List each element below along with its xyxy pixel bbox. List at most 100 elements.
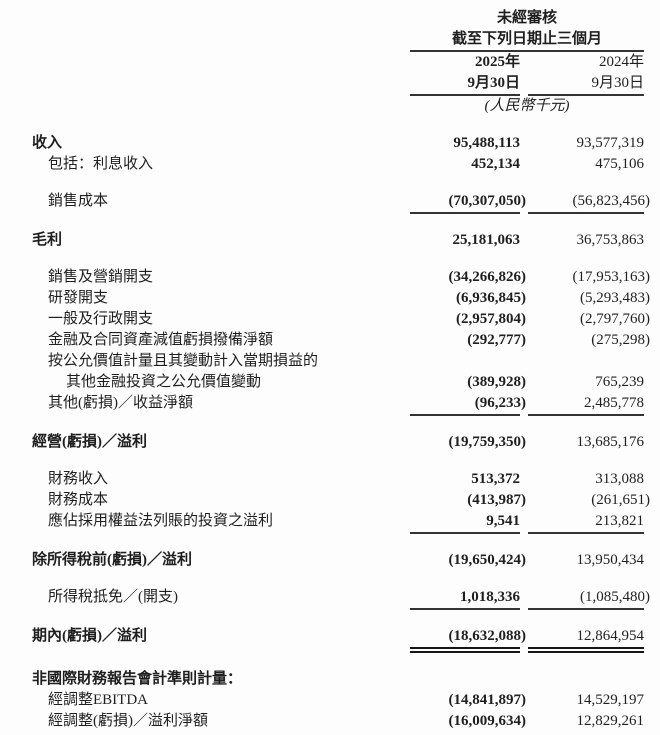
currency-unit-note: (人民幣千元)	[484, 98, 570, 114]
row-label: 銷售成本	[48, 193, 109, 209]
value-2025: (413,987)	[410, 490, 526, 511]
table-row: 研發開支 (6,936,845) (5,293,483)	[0, 288, 660, 309]
value-2024-text: (1,085,480)	[580, 589, 651, 605]
column-year-2025: 2025年	[474, 54, 520, 70]
header-row-unaudited: 未經審核	[0, 8, 660, 29]
value-2025: 513,372	[410, 469, 520, 490]
value-2024: (1,085,480)	[528, 587, 650, 610]
period-label: 截至下列日期止三個月	[410, 29, 645, 52]
unaudited-label: 未經審核	[497, 10, 558, 26]
statement-body: 收入 95,488,113 93,577,319 包括：利息收入 452,134 475,…	[0, 117, 660, 732]
value-2024: 313,088	[528, 469, 644, 490]
table-row: 財務收入 513,372 313,088	[0, 469, 660, 490]
value-2025-text: 513,372	[471, 471, 520, 487]
spacer-row	[0, 251, 660, 267]
table-row: 毛利 25,181,063 36,753,863	[0, 230, 660, 251]
value-2025-text: 9,541	[486, 513, 520, 529]
value-2024-text: (261,651)	[591, 492, 651, 508]
value-2024: 12,864,954	[528, 626, 645, 653]
value-2024	[528, 669, 644, 690]
spacer-row	[0, 609, 660, 626]
row-label: 除所得稅前(虧損)／溢利	[32, 552, 192, 568]
value-2024: (17,953,163)	[528, 267, 651, 288]
column-date-2025: 9月30日	[410, 73, 520, 96]
value-2025: (14,841,897)	[410, 690, 527, 711]
right-margin	[644, 669, 660, 690]
table-row: 銷售成本 (70,307,050) (56,823,456)	[0, 191, 660, 214]
value-2025-text: (292,777)	[467, 332, 526, 348]
row-label: 金融及合同資產減值虧損撥備淨額	[48, 332, 274, 348]
column-gap	[520, 230, 528, 251]
table-row: 金融及合同資產減值虧損撥備淨額 (292,777) (275,298)	[0, 330, 660, 351]
table-row: 所得稅抵免／(開支) 1,018,336 (1,085,480)	[0, 587, 660, 610]
header-row-years: 2025年 2024年	[0, 51, 660, 73]
value-2025: 9,541	[410, 511, 520, 534]
header-row-period: 截至下列日期止三個月	[0, 29, 660, 52]
right-margin	[644, 133, 660, 154]
value-2024-text: 213,821	[595, 513, 645, 529]
value-2024	[528, 351, 644, 372]
value-2025-text: (19,759,350)	[448, 434, 527, 450]
value-2025: 95,488,113	[410, 133, 520, 154]
value-2024: (2,797,760)	[528, 309, 650, 330]
value-2024-text: 13,685,176	[576, 434, 645, 450]
value-2024-text: 93,577,319	[576, 135, 645, 151]
value-2025: (6,936,845)	[410, 288, 526, 309]
row-label: 包括：利息收入	[48, 156, 154, 172]
value-2025-text: (19,650,424)	[448, 552, 527, 568]
right-margin	[644, 511, 660, 533]
value-2024-text: 14,529,197	[576, 692, 645, 708]
header-row-dates: 9月30日 9月30日	[0, 73, 660, 96]
value-2025: (389,928)	[410, 372, 526, 393]
value-2024: 13,685,176	[528, 432, 645, 453]
row-label: 經調整EBITDA	[48, 692, 148, 708]
table-row: 非國際財務報告會計準則計量：	[0, 669, 660, 690]
right-margin	[644, 550, 660, 571]
table-row: 除所得稅前(虧損)／溢利 (19,650,424) 13,950,434	[0, 550, 660, 571]
spacer-row	[0, 117, 660, 133]
spacer-row	[0, 213, 660, 230]
value-2024: 475,106	[528, 154, 644, 175]
value-2025-text: (389,928)	[467, 374, 526, 390]
value-2024: 93,577,319	[528, 133, 645, 154]
row-label: 所得稅抵免／(開支)	[48, 589, 178, 605]
table-row: 應佔採用權益法列賬的投資之溢利 9,541 213,821	[0, 511, 660, 534]
right-margin	[644, 351, 660, 372]
column-gap	[520, 587, 528, 609]
right-margin	[644, 393, 660, 415]
right-margin	[644, 626, 660, 650]
value-2025	[410, 351, 520, 372]
value-2025: (292,777)	[410, 330, 526, 351]
table-row: 一般及行政開支 (2,957,804) (2,797,760)	[0, 309, 660, 330]
row-label: 一般及行政開支	[48, 311, 154, 327]
row-label: 期內(虧損)／溢利	[32, 628, 147, 644]
value-2025-text: (413,987)	[467, 492, 526, 508]
row-label: 經營(虧損)／溢利	[32, 434, 147, 450]
value-2024: 13,950,434	[528, 550, 645, 571]
value-2024: (275,298)	[528, 330, 650, 351]
value-2024-text: (56,823,456)	[572, 193, 651, 209]
value-2025-text: (18,632,088)	[448, 628, 527, 644]
value-2025-text: (16,009,634)	[448, 713, 527, 729]
value-2024: 12,829,261	[528, 711, 645, 732]
table-row: 包括：利息收入 452,134 475,106	[0, 154, 660, 175]
value-2024: 2,485,778	[528, 393, 645, 416]
header-row-unit: (人民幣千元)	[0, 95, 660, 117]
value-2025-text: (96,233)	[474, 395, 526, 411]
value-2025: (96,233)	[410, 393, 526, 416]
value-2025	[410, 669, 520, 690]
value-2025: 25,181,063	[410, 230, 521, 251]
value-2024-text: 765,239	[595, 374, 645, 390]
column-gap	[520, 154, 528, 175]
value-2024-text: 313,088	[595, 471, 645, 487]
row-label: 研發開支	[48, 290, 109, 306]
spacer-row	[0, 571, 660, 587]
value-2025: (2,957,804)	[410, 309, 526, 330]
value-2024: 36,753,863	[528, 230, 645, 251]
value-2025-text: 95,488,113	[453, 135, 520, 151]
row-label: 其他(虧損)／收益淨額	[48, 395, 193, 411]
value-2025-text: 452,134	[471, 156, 520, 172]
value-2024-text: (275,298)	[591, 332, 651, 348]
value-2024: 213,821	[528, 511, 645, 534]
right-margin	[644, 154, 660, 175]
